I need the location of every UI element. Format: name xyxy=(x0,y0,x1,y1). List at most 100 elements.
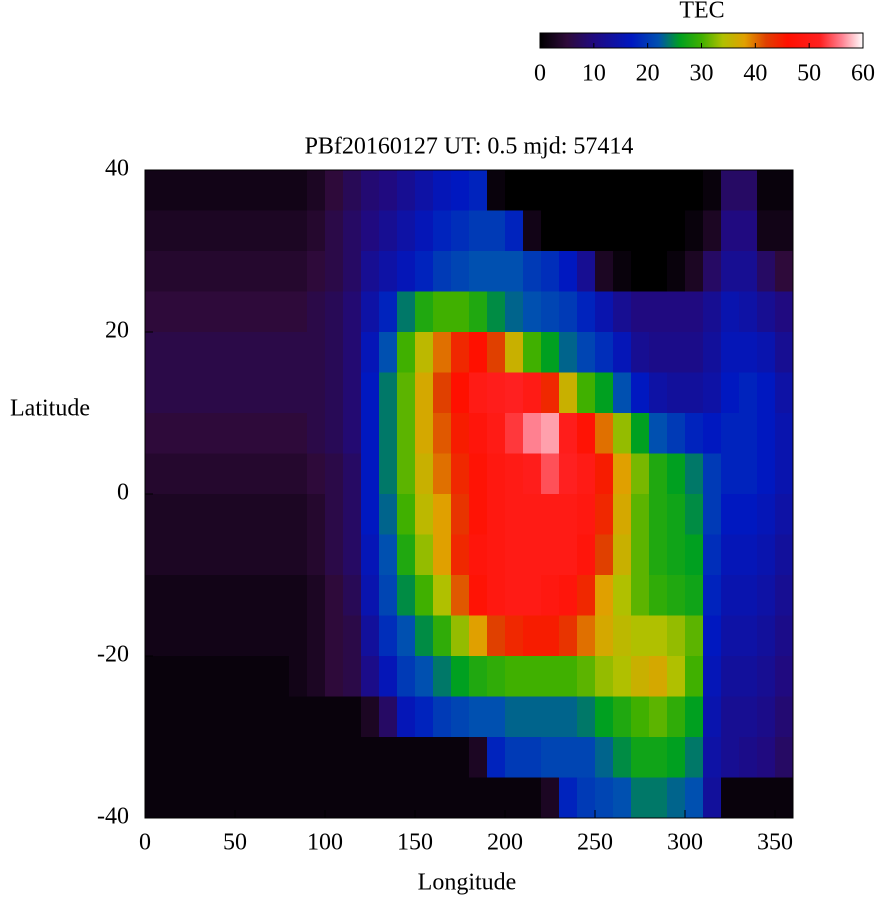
heat-cell xyxy=(361,210,380,252)
heat-cell xyxy=(163,251,182,292)
heat-cell xyxy=(307,615,326,657)
heat-cell xyxy=(163,737,182,778)
heat-cell xyxy=(469,575,488,616)
heat-cell xyxy=(523,494,542,535)
chart-title: PBf20160127 UT: 0.5 mjd: 57414 xyxy=(305,134,634,160)
heat-cell xyxy=(289,170,308,211)
heat-cell xyxy=(145,575,164,616)
heat-cell xyxy=(577,656,596,697)
heat-cell xyxy=(631,737,650,778)
heat-cell xyxy=(307,534,326,576)
heat-cell xyxy=(631,696,650,738)
heat-cell xyxy=(289,777,308,819)
heat-cell xyxy=(163,615,182,657)
heat-cell xyxy=(505,413,524,454)
heat-cell xyxy=(685,656,704,697)
heat-cell xyxy=(217,696,236,738)
heat-cell xyxy=(559,291,578,333)
heat-cell xyxy=(343,494,362,535)
heat-cell xyxy=(595,170,614,211)
heat-cell xyxy=(595,656,614,697)
heat-cell xyxy=(235,656,254,697)
heat-cell xyxy=(433,737,452,778)
heat-cell xyxy=(505,777,524,819)
heat-cell xyxy=(415,170,434,211)
heat-cell xyxy=(343,372,362,414)
heat-cell xyxy=(631,413,650,454)
heat-cell xyxy=(181,251,200,292)
heat-cell xyxy=(433,413,452,454)
heat-cell xyxy=(613,291,632,333)
heat-cell xyxy=(631,291,650,333)
heat-cell xyxy=(163,453,182,495)
heat-cell xyxy=(595,615,614,657)
heat-cell xyxy=(667,696,686,738)
heat-cell xyxy=(451,210,470,252)
heat-cell xyxy=(523,210,542,252)
heat-cell xyxy=(775,656,794,697)
y-tick-label: 0 xyxy=(117,480,129,506)
heat-cell xyxy=(667,332,686,373)
heat-cell xyxy=(163,696,182,738)
heat-cell xyxy=(289,656,308,697)
heat-cell xyxy=(667,534,686,576)
heat-cell xyxy=(613,777,632,819)
heat-cell xyxy=(559,777,578,819)
heat-cell xyxy=(613,534,632,576)
heat-cell xyxy=(577,575,596,616)
heat-cell xyxy=(253,170,272,211)
heat-cell xyxy=(721,737,740,778)
heat-cell xyxy=(379,696,398,738)
heat-cell xyxy=(541,777,560,819)
heat-cell xyxy=(541,575,560,616)
heat-cell xyxy=(325,291,344,333)
heat-cell xyxy=(145,251,164,292)
heat-cell xyxy=(739,453,758,495)
heat-cell xyxy=(235,777,254,819)
heat-cell xyxy=(703,777,722,819)
heat-cell xyxy=(271,534,290,576)
heat-cell xyxy=(775,615,794,657)
heat-cell xyxy=(289,372,308,414)
heat-cell xyxy=(235,494,254,535)
heat-cell xyxy=(397,453,416,495)
heat-cell xyxy=(145,494,164,535)
x-axis-label: Longitude xyxy=(418,870,517,896)
heat-cell xyxy=(739,575,758,616)
heat-cell xyxy=(577,494,596,535)
heat-cell xyxy=(145,210,164,252)
heat-cell xyxy=(451,453,470,495)
heat-cell xyxy=(307,210,326,252)
heat-cell xyxy=(145,453,164,495)
heat-cell xyxy=(199,453,218,495)
heat-cell xyxy=(181,170,200,211)
heat-cell xyxy=(307,575,326,616)
heat-cell xyxy=(415,656,434,697)
heat-cell xyxy=(361,453,380,495)
heat-cell xyxy=(613,332,632,373)
heat-cell xyxy=(199,251,218,292)
heat-cell xyxy=(685,494,704,535)
x-tick-label: 150 xyxy=(397,830,433,856)
heat-cell xyxy=(361,615,380,657)
heat-cell xyxy=(721,696,740,738)
heat-cell xyxy=(271,413,290,454)
heat-cell xyxy=(379,777,398,819)
heat-cell xyxy=(523,534,542,576)
heat-cell xyxy=(487,615,506,657)
heat-cell xyxy=(289,251,308,292)
heat-cell xyxy=(595,210,614,252)
heat-cell xyxy=(253,372,272,414)
y-tick-label: 40 xyxy=(105,156,129,182)
heat-cell xyxy=(595,453,614,495)
heat-cell xyxy=(451,332,470,373)
heat-cell xyxy=(343,534,362,576)
heat-cell xyxy=(235,615,254,657)
heat-cell xyxy=(487,413,506,454)
heat-cell xyxy=(577,332,596,373)
heat-cell xyxy=(541,737,560,778)
heat-cell xyxy=(613,210,632,252)
heat-cell xyxy=(757,372,776,414)
heat-cell xyxy=(505,291,524,333)
heat-cell xyxy=(775,575,794,616)
